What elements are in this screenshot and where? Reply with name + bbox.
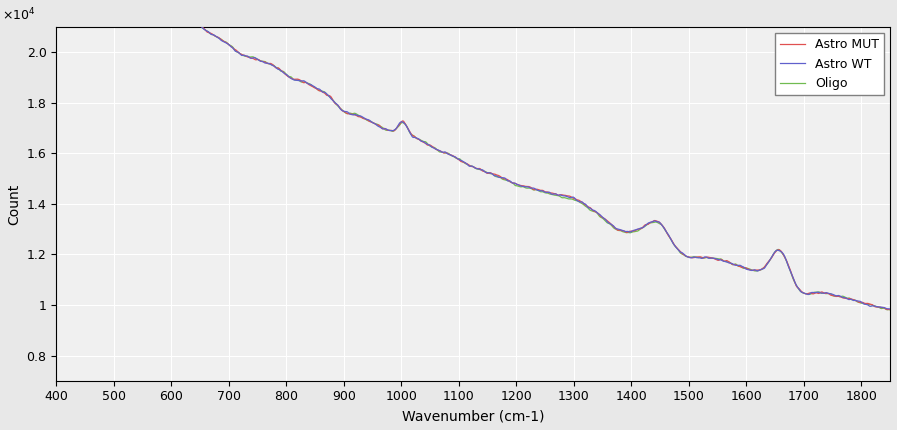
Oligo <box>884 307 895 313</box>
X-axis label: Wavenumber (cm-1): Wavenumber (cm-1) <box>402 409 544 423</box>
Astro MUT <box>467 164 478 169</box>
Oligo <box>306 82 317 87</box>
Y-axis label: Count: Count <box>7 183 21 224</box>
Astro MUT <box>335 106 345 111</box>
Oligo <box>430 145 440 150</box>
Astro MUT <box>553 193 564 198</box>
Astro MUT <box>430 146 440 151</box>
Oligo <box>467 164 478 169</box>
Text: $\times10^4$: $\times10^4$ <box>2 6 36 23</box>
Astro MUT <box>884 307 895 312</box>
Astro WT <box>553 193 564 198</box>
Astro MUT <box>882 307 893 312</box>
Line: Astro WT: Astro WT <box>57 0 890 309</box>
Oligo <box>335 106 345 111</box>
Astro WT <box>306 82 317 87</box>
Line: Oligo: Oligo <box>57 0 890 310</box>
Astro WT <box>335 106 345 111</box>
Legend: Astro MUT, Astro WT, Oligo: Astro MUT, Astro WT, Oligo <box>775 34 884 95</box>
Astro WT <box>467 164 478 169</box>
Oligo <box>344 111 355 116</box>
Astro MUT <box>344 111 355 117</box>
Line: Astro MUT: Astro MUT <box>57 0 890 310</box>
Astro WT <box>430 146 440 151</box>
Astro WT <box>344 111 355 117</box>
Astro MUT <box>306 83 317 89</box>
Oligo <box>553 193 564 198</box>
Astro WT <box>884 306 895 311</box>
